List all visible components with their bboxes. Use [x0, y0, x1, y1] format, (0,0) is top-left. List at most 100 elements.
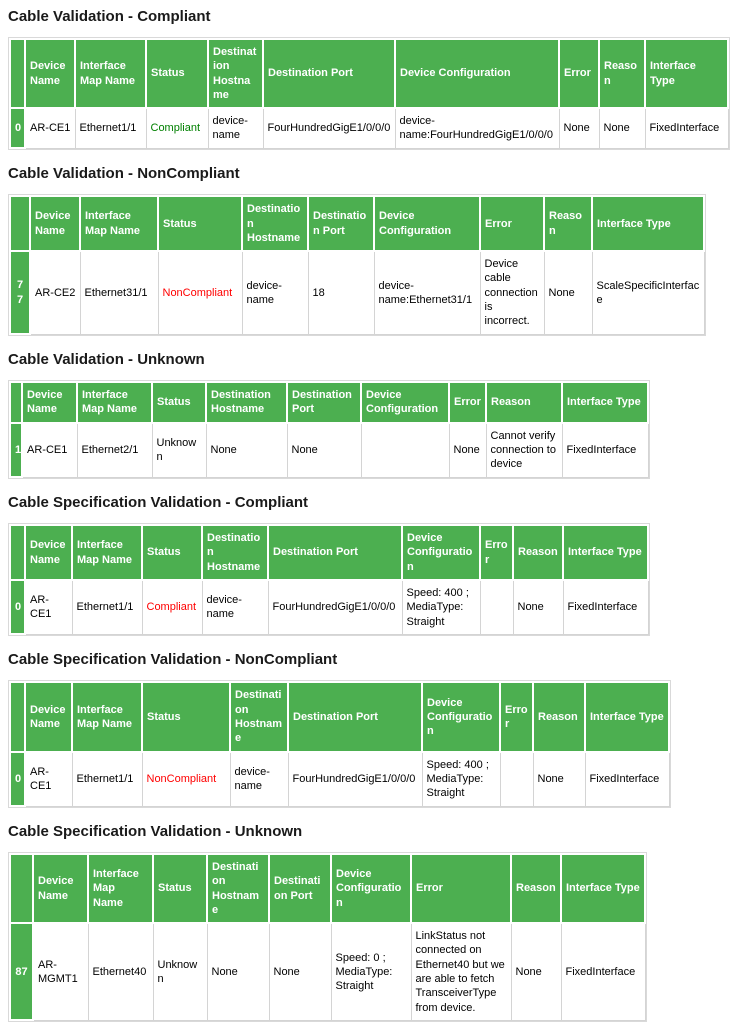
- table-row: 0 AR-CE1 Ethernet1/1 Compliant device-name Fo…: [9, 107, 729, 150]
- cell-interface-type: FixedInterface: [584, 751, 670, 807]
- column-header-interface-type: Interface Type: [560, 852, 646, 925]
- column-header-device-configuration: Device Configuration: [360, 381, 450, 424]
- column-header-device-name: Device Name: [21, 381, 78, 424]
- column-header-error: Error: [448, 381, 487, 424]
- cell-status: NonCompliant: [141, 751, 231, 807]
- table-row: 0 AR-CE1 Ethernet1/1 Compliant device-name Fo…: [9, 579, 649, 636]
- cell-interface-type: FixedInterface: [644, 107, 729, 149]
- cell-destination-hostname: device-name: [229, 751, 289, 807]
- cell-destination-hostname: device-name: [241, 250, 309, 335]
- column-header-device-configuration: Device Configuration: [394, 37, 560, 110]
- cell-destination-port: FourHundredGigE1/0/0/0: [267, 579, 403, 635]
- column-header-interface-type: Interface Type: [561, 381, 649, 424]
- column-header-destination-port: Destination Port: [286, 381, 362, 424]
- cell-interface-map-name: Ethernet31/1: [79, 250, 159, 335]
- cell-device-name: AR-MGMT1: [32, 922, 89, 1021]
- cell-reason: None: [510, 922, 562, 1021]
- cell-destination-hostname: None: [206, 922, 270, 1021]
- column-header-device-configuration: Device Configuration: [421, 681, 501, 753]
- column-header-status: Status: [152, 852, 208, 925]
- section-title: Cable Specification Validation - NonComp…: [8, 651, 338, 669]
- column-header-interface-map-name: Interface Map Name: [76, 381, 153, 424]
- cell-reason: None: [598, 107, 646, 149]
- section-cable-spec-validation-unknown: Cable Specification Validation - Unknown…: [8, 823, 724, 1023]
- cell-destination-hostname: device-name: [201, 579, 269, 635]
- column-header-status: Status: [157, 195, 243, 253]
- index-column-header: [9, 195, 31, 253]
- header-row: Device Name Interface Map Name Status Desti…: [9, 681, 670, 753]
- column-header-destination-hostname: Destination Hostname: [201, 524, 269, 582]
- column-header-destination-port: Destination Port: [267, 524, 403, 582]
- header-row: Device Name Interface Map Name Status Desti…: [9, 381, 649, 424]
- table-row: 77 AR-CE2 Ethernet31/1 NonCompliant device-n…: [9, 250, 705, 336]
- column-header-device-configuration: Device Configuration: [330, 852, 412, 925]
- index-column-header: [9, 681, 26, 753]
- cell-interface-map-name: Ethernet1/1: [71, 751, 143, 807]
- cell-error: None: [558, 107, 600, 149]
- cable-validation-unknown-table: Device Name Interface Map Name Status Desti…: [8, 380, 650, 480]
- column-header-reason: Reason: [512, 524, 564, 582]
- index-column-header: [9, 37, 26, 110]
- cell-device-configuration: device-name:FourHundredGigE1/0/0/0: [394, 107, 560, 149]
- row-index-cell: 1: [9, 421, 23, 479]
- index-column-header: [9, 852, 34, 925]
- header-row: Device Name Interface Map Name Status Desti…: [9, 852, 646, 925]
- cell-interface-type: FixedInterface: [560, 922, 646, 1021]
- column-header-device-name: Device Name: [24, 524, 73, 582]
- column-header-error: Error: [479, 524, 514, 582]
- cell-device-name: AR-CE1: [21, 422, 78, 478]
- column-header-status: Status: [151, 381, 207, 424]
- cable-spec-validation-noncompliant-table: Device Name Interface Map Name Status Desti…: [8, 680, 671, 808]
- cell-interface-type: ScaleSpecificInterface: [591, 250, 705, 335]
- column-header-destination-hostname: Destination Hostname: [229, 681, 289, 753]
- cell-reason: None: [543, 250, 593, 335]
- cell-status: Compliant: [141, 579, 203, 635]
- column-header-error: Error: [558, 37, 600, 110]
- column-header-interface-map-name: Interface Map Name: [79, 195, 159, 253]
- header-row: Device Name Interface Map Name Status Desti…: [9, 195, 705, 253]
- cell-device-name: AR-CE1: [24, 579, 73, 635]
- header-row: Device Name Interface Map Name Status Desti…: [9, 524, 649, 582]
- cell-interface-map-name: Ethernet1/1: [71, 579, 143, 635]
- column-header-destination-hostname: Destination Hostname: [206, 852, 270, 925]
- column-header-destination-port: Destination Port: [307, 195, 375, 253]
- cell-destination-hostname: device-name: [207, 107, 264, 149]
- column-header-interface-map-name: Interface Map Name: [87, 852, 154, 925]
- section-title: Cable Validation - Compliant: [8, 8, 211, 25]
- row-index-cell: 87: [9, 922, 34, 1022]
- column-header-destination-port: Destination Port: [287, 681, 423, 753]
- cell-interface-map-name: Ethernet40: [87, 922, 154, 1021]
- header-row: Device Name Interface Map Name Status Desti…: [9, 37, 729, 110]
- column-header-device-name: Device Name: [24, 681, 73, 753]
- cell-error: [479, 579, 514, 635]
- cell-destination-port: FourHundredGigE1/0/0/0: [287, 751, 423, 807]
- cell-device-name: AR-CE2: [29, 250, 81, 335]
- table-row: 1 AR-CE1 Ethernet2/1 Unknown None None None Can…: [9, 421, 649, 479]
- cell-status: Compliant: [145, 107, 209, 149]
- section-cable-validation-compliant: Cable Validation - Compliant Device Name…: [8, 8, 730, 151]
- section-cable-spec-validation-noncompliant: Cable Specification Validation - NonComp…: [8, 651, 724, 808]
- cell-status: NonCompliant: [157, 250, 243, 335]
- column-header-reason: Reason: [532, 681, 586, 753]
- row-index-cell: 0: [9, 750, 26, 808]
- cell-device-configuration: Speed: 0 ; MediaType: Straight: [330, 922, 412, 1021]
- section-title: Cable Specification Validation - Complia…: [8, 494, 309, 512]
- cell-status: Unknown: [152, 922, 208, 1021]
- table-row: 0 AR-CE1 Ethernet1/1 NonCompliant device-nam…: [9, 750, 670, 808]
- section-title: Cable Validation - Unknown: [8, 351, 205, 369]
- column-header-reason: Reason: [598, 37, 646, 110]
- cell-reason: None: [512, 579, 564, 635]
- row-index-cell: 0: [9, 579, 26, 636]
- cell-device-name: AR-CE1: [24, 751, 73, 807]
- column-header-status: Status: [141, 681, 231, 753]
- column-header-interface-map-name: Interface Map Name: [71, 524, 143, 582]
- cell-interface-type: FixedInterface: [562, 579, 649, 635]
- column-header-reason: Reason: [543, 195, 593, 253]
- cell-interface-type: FixedInterface: [561, 422, 649, 478]
- cell-device-name: AR-CE1: [24, 107, 76, 149]
- column-header-error: Error: [410, 852, 512, 925]
- column-header-device-configuration: Device Configuration: [401, 524, 481, 582]
- column-header-device-configuration: Device Configuration: [373, 195, 481, 253]
- column-header-status: Status: [141, 524, 203, 582]
- cell-device-configuration: [360, 422, 450, 478]
